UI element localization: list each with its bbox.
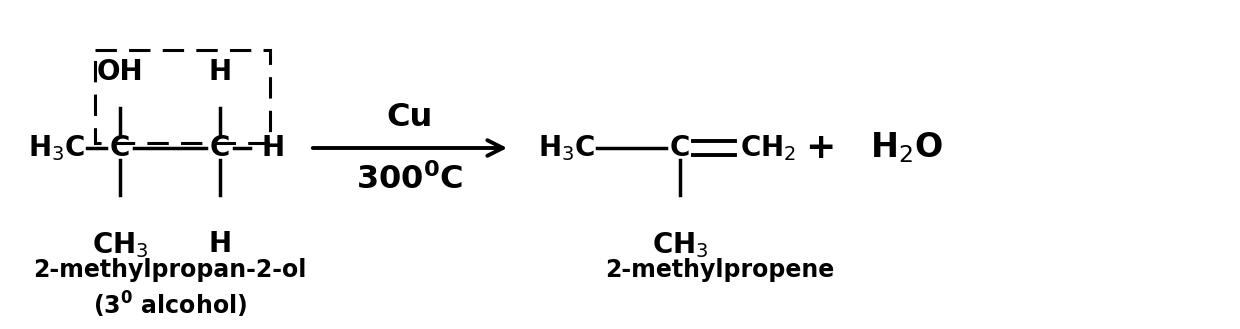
Text: Cu: Cu: [387, 103, 433, 134]
Text: C: C: [210, 134, 231, 162]
Text: +: +: [805, 131, 836, 165]
Text: H$_3$C: H$_3$C: [27, 133, 86, 163]
Text: 2-methylpropan-2-ol: 2-methylpropan-2-ol: [33, 258, 306, 282]
Bar: [95, 50, 270, 143]
Text: H: H: [208, 58, 232, 86]
Text: C: C: [110, 134, 130, 162]
Text: 2-methylpropene: 2-methylpropene: [605, 258, 835, 282]
Text: H: H: [262, 134, 285, 162]
Text: ($\mathbf{3^0}$ alcohol): ($\mathbf{3^0}$ alcohol): [93, 290, 247, 320]
Text: H$_3$C: H$_3$C: [538, 133, 595, 163]
Text: CH$_3$: CH$_3$: [92, 230, 149, 260]
Text: H$_2$O: H$_2$O: [870, 131, 942, 165]
Text: CH$_3$: CH$_3$: [652, 230, 708, 260]
Text: CH$_2$: CH$_2$: [740, 133, 796, 163]
Text: H: H: [208, 230, 232, 258]
Text: C: C: [670, 134, 691, 162]
Text: OH: OH: [97, 58, 144, 86]
Text: 300$^{\mathbf{0}}$C: 300$^{\mathbf{0}}$C: [356, 164, 464, 196]
